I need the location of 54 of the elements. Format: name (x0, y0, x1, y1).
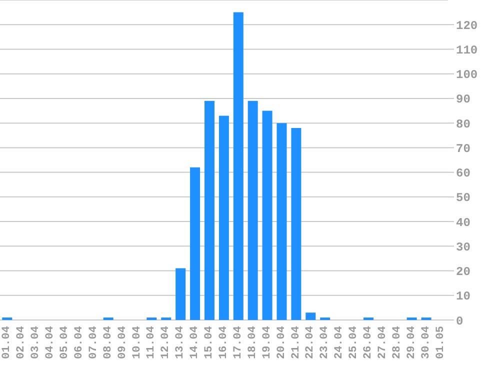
bar (248, 100, 258, 320)
x-tick-label: 27.04 (376, 326, 389, 360)
x-tick-label: 15.04 (204, 326, 216, 360)
y-tick-label: 80 (456, 117, 470, 132)
x-tick-label: 11.04 (146, 326, 158, 360)
y-tick-label: 120 (456, 18, 478, 33)
x-tick-label: 29.04 (406, 326, 418, 360)
bar (218, 116, 229, 320)
x-tick-label: 03.04 (30, 326, 42, 360)
x-tick-label: 16.04 (218, 326, 230, 360)
y-tick-label: 60 (456, 166, 470, 181)
x-tick-label: 08.04 (102, 326, 114, 360)
x-tick-label: 14.04 (189, 326, 202, 360)
bar (176, 268, 186, 320)
x-tick-label: 12.04 (160, 326, 172, 360)
x-tick-label: 01.04 (1, 326, 14, 360)
bar (233, 12, 244, 320)
x-tick-label: 02.04 (16, 326, 28, 360)
x-tick-label: 22.04 (304, 326, 317, 360)
y-tick-label: 40 (456, 216, 470, 230)
x-tick-label: 20.04 (276, 326, 288, 360)
y-tick-label: 70 (456, 142, 470, 156)
x-tick-label: 07.04 (88, 326, 100, 360)
bar (190, 167, 200, 320)
x-tick-label: 18.04 (246, 326, 259, 360)
x-tick-label: 06.04 (73, 326, 86, 360)
x-tick-label: 13.04 (174, 326, 187, 360)
y-tick-label: 30 (456, 240, 470, 254)
x-tick-label: 04.04 (44, 326, 57, 360)
x-tick-label: 17.04 (232, 326, 244, 360)
x-tick-label: 24.04 (334, 326, 346, 360)
x-tick-label: 28.04 (391, 326, 404, 360)
x-tick-label: 26.04 (362, 326, 375, 360)
bar (306, 312, 316, 320)
x-tick-label: 01.05 (434, 326, 447, 360)
x-tick-label: 19.04 (261, 326, 274, 360)
y-tick-label: 90 (456, 92, 470, 107)
bar (262, 110, 272, 320)
x-tick-label: 21.04 (290, 326, 302, 360)
x-tick-label: 09.04 (116, 326, 129, 360)
x-tick-label: 30.04 (420, 326, 432, 360)
bar (291, 128, 302, 320)
y-tick-label: 10 (456, 290, 470, 304)
x-tick-label: 10.04 (131, 326, 144, 360)
x-tick-label: 05.04 (59, 326, 72, 360)
bar (204, 100, 214, 320)
y-tick-label: 50 (456, 191, 470, 206)
x-tick-label: 23.04 (319, 326, 332, 360)
y-tick-label: 110 (456, 43, 478, 58)
y-tick-label: 100 (456, 68, 478, 82)
x-tick-label: 25.04 (348, 326, 360, 360)
bar (276, 123, 287, 320)
y-tick-label: 20 (456, 265, 470, 280)
y-tick-label: 0 (456, 314, 464, 328)
